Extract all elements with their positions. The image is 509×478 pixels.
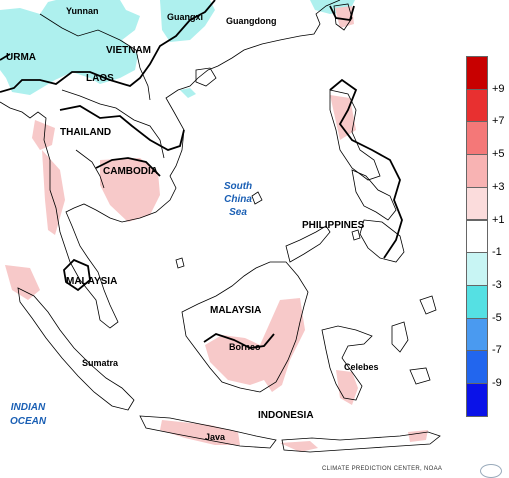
negative-anomaly-region: [0, 0, 140, 95]
legend-swatch: [466, 252, 488, 286]
border-line: [75, 149, 105, 189]
label-sumatra: Sumatra: [82, 358, 119, 368]
label-indonesia: INDONESIA: [258, 410, 314, 421]
credit-text: CLIMATE PREDICTION CENTER, NOAA: [322, 466, 443, 472]
positive-anomaly-region: [336, 370, 358, 405]
label-south-china-sea-2: China: [224, 194, 252, 205]
label-borneo: Borneo: [229, 342, 261, 352]
color-scale-legend: +9 +7 +5 +3 +1 -1 -3 -5 -7 -9: [466, 56, 506, 417]
negative-anomaly-region: [98, 34, 120, 52]
celebes-island: [321, 325, 373, 401]
legend-tick-label: -5: [492, 311, 502, 324]
legend-swatch: [466, 56, 488, 90]
philippine-islands: [351, 169, 397, 221]
label-guangdong: Guangdong: [226, 16, 277, 26]
hainan-island: [195, 67, 217, 87]
zero-contour: [329, 78, 403, 259]
zero-contour: [0, 0, 216, 93]
legend-swatch: [466, 154, 488, 188]
label-laos: LAOS: [86, 73, 114, 84]
legend-tick-label: -7: [492, 344, 502, 357]
label-cambodia: CAMBODIA: [103, 166, 158, 177]
label-south-china-sea-3: Sea: [229, 207, 247, 218]
legend-swatch: [466, 88, 488, 123]
label-philippines: PHILIPPINES: [302, 220, 365, 231]
mindanao-island: [359, 219, 405, 263]
legend-swatch: [466, 350, 488, 384]
zero-contour: [63, 258, 91, 292]
label-malaysia-west: MALAYSIA: [66, 276, 117, 287]
border-line: [39, 13, 151, 101]
small-island: [175, 191, 361, 269]
anomaly-map: Yunnan Guangxi Guangdong URMA VIETNAM LA…: [0, 0, 441, 453]
shading-layer: [0, 0, 428, 452]
legend-tick-label: -9: [492, 377, 502, 389]
sumatra-island: [17, 287, 135, 411]
positive-anomaly-region: [42, 150, 65, 235]
zero-contour: [329, 5, 355, 22]
mainland-coastline: [0, 0, 341, 329]
negative-anomaly-region: [180, 88, 196, 98]
negative-anomaly-region: [160, 0, 215, 42]
positive-anomaly-region: [205, 298, 305, 392]
legend-swatch: [466, 219, 488, 254]
positive-anomaly-region: [160, 420, 240, 445]
legend-tick-label: -1: [492, 246, 502, 259]
noaa-logo-icon: [480, 464, 502, 478]
label-south-china-sea-1: South: [224, 181, 252, 192]
zero-contour: [0, 53, 11, 61]
label-indian-ocean-2: OCEAN: [10, 416, 47, 427]
legend-swatch: [466, 121, 488, 156]
label-layer: Yunnan Guangxi Guangdong URMA VIETNAM LA…: [6, 6, 379, 442]
legend-swatch: [466, 186, 488, 221]
luzon-island: [329, 89, 381, 181]
label-indian-ocean-1: INDIAN: [11, 402, 46, 413]
legend-tick-label: +1: [492, 213, 505, 226]
positive-anomaly-region: [100, 158, 160, 222]
positive-anomaly-region: [5, 265, 40, 300]
lesser-sunda-islands: [281, 431, 441, 453]
border-line: [61, 89, 165, 159]
positive-anomaly-region: [408, 430, 428, 442]
label-guangxi: Guangxi: [167, 12, 203, 22]
legend-tick-label: +7: [492, 115, 505, 128]
moluccas-islands: [391, 295, 437, 385]
borneo-island: [181, 261, 309, 393]
legend-tick-label: +5: [492, 148, 505, 161]
java-island: [139, 415, 277, 449]
label-java: Java: [205, 432, 226, 442]
map-panel: Yunnan Guangxi Guangdong URMA VIETNAM LA…: [0, 0, 441, 453]
legend-swatch: [466, 317, 488, 352]
legend-swatch: [466, 284, 488, 319]
contour-layer: [0, 0, 403, 349]
taiwan-island: [333, 3, 353, 31]
zero-contour: [95, 157, 161, 177]
legend-tick-label: +3: [492, 180, 505, 193]
label-thailand: THAILAND: [60, 127, 111, 138]
label-burma: URMA: [6, 52, 36, 63]
coastline-layer: [0, 0, 441, 453]
legend-tick-label: +9: [492, 82, 505, 95]
label-vietnam: VIETNAM: [106, 45, 151, 56]
zero-contour: [59, 105, 185, 151]
label-malaysia-east: MALAYSIA: [210, 305, 261, 316]
legend-swatch: [466, 383, 488, 417]
legend-tick-label: -3: [492, 278, 502, 291]
positive-anomaly-region: [32, 120, 55, 150]
zero-contour: [203, 333, 275, 349]
palawan-island: [285, 225, 331, 263]
label-celebes: Celebes: [344, 362, 379, 372]
positive-anomaly-region: [280, 441, 318, 452]
label-yunnan: Yunnan: [66, 6, 99, 16]
